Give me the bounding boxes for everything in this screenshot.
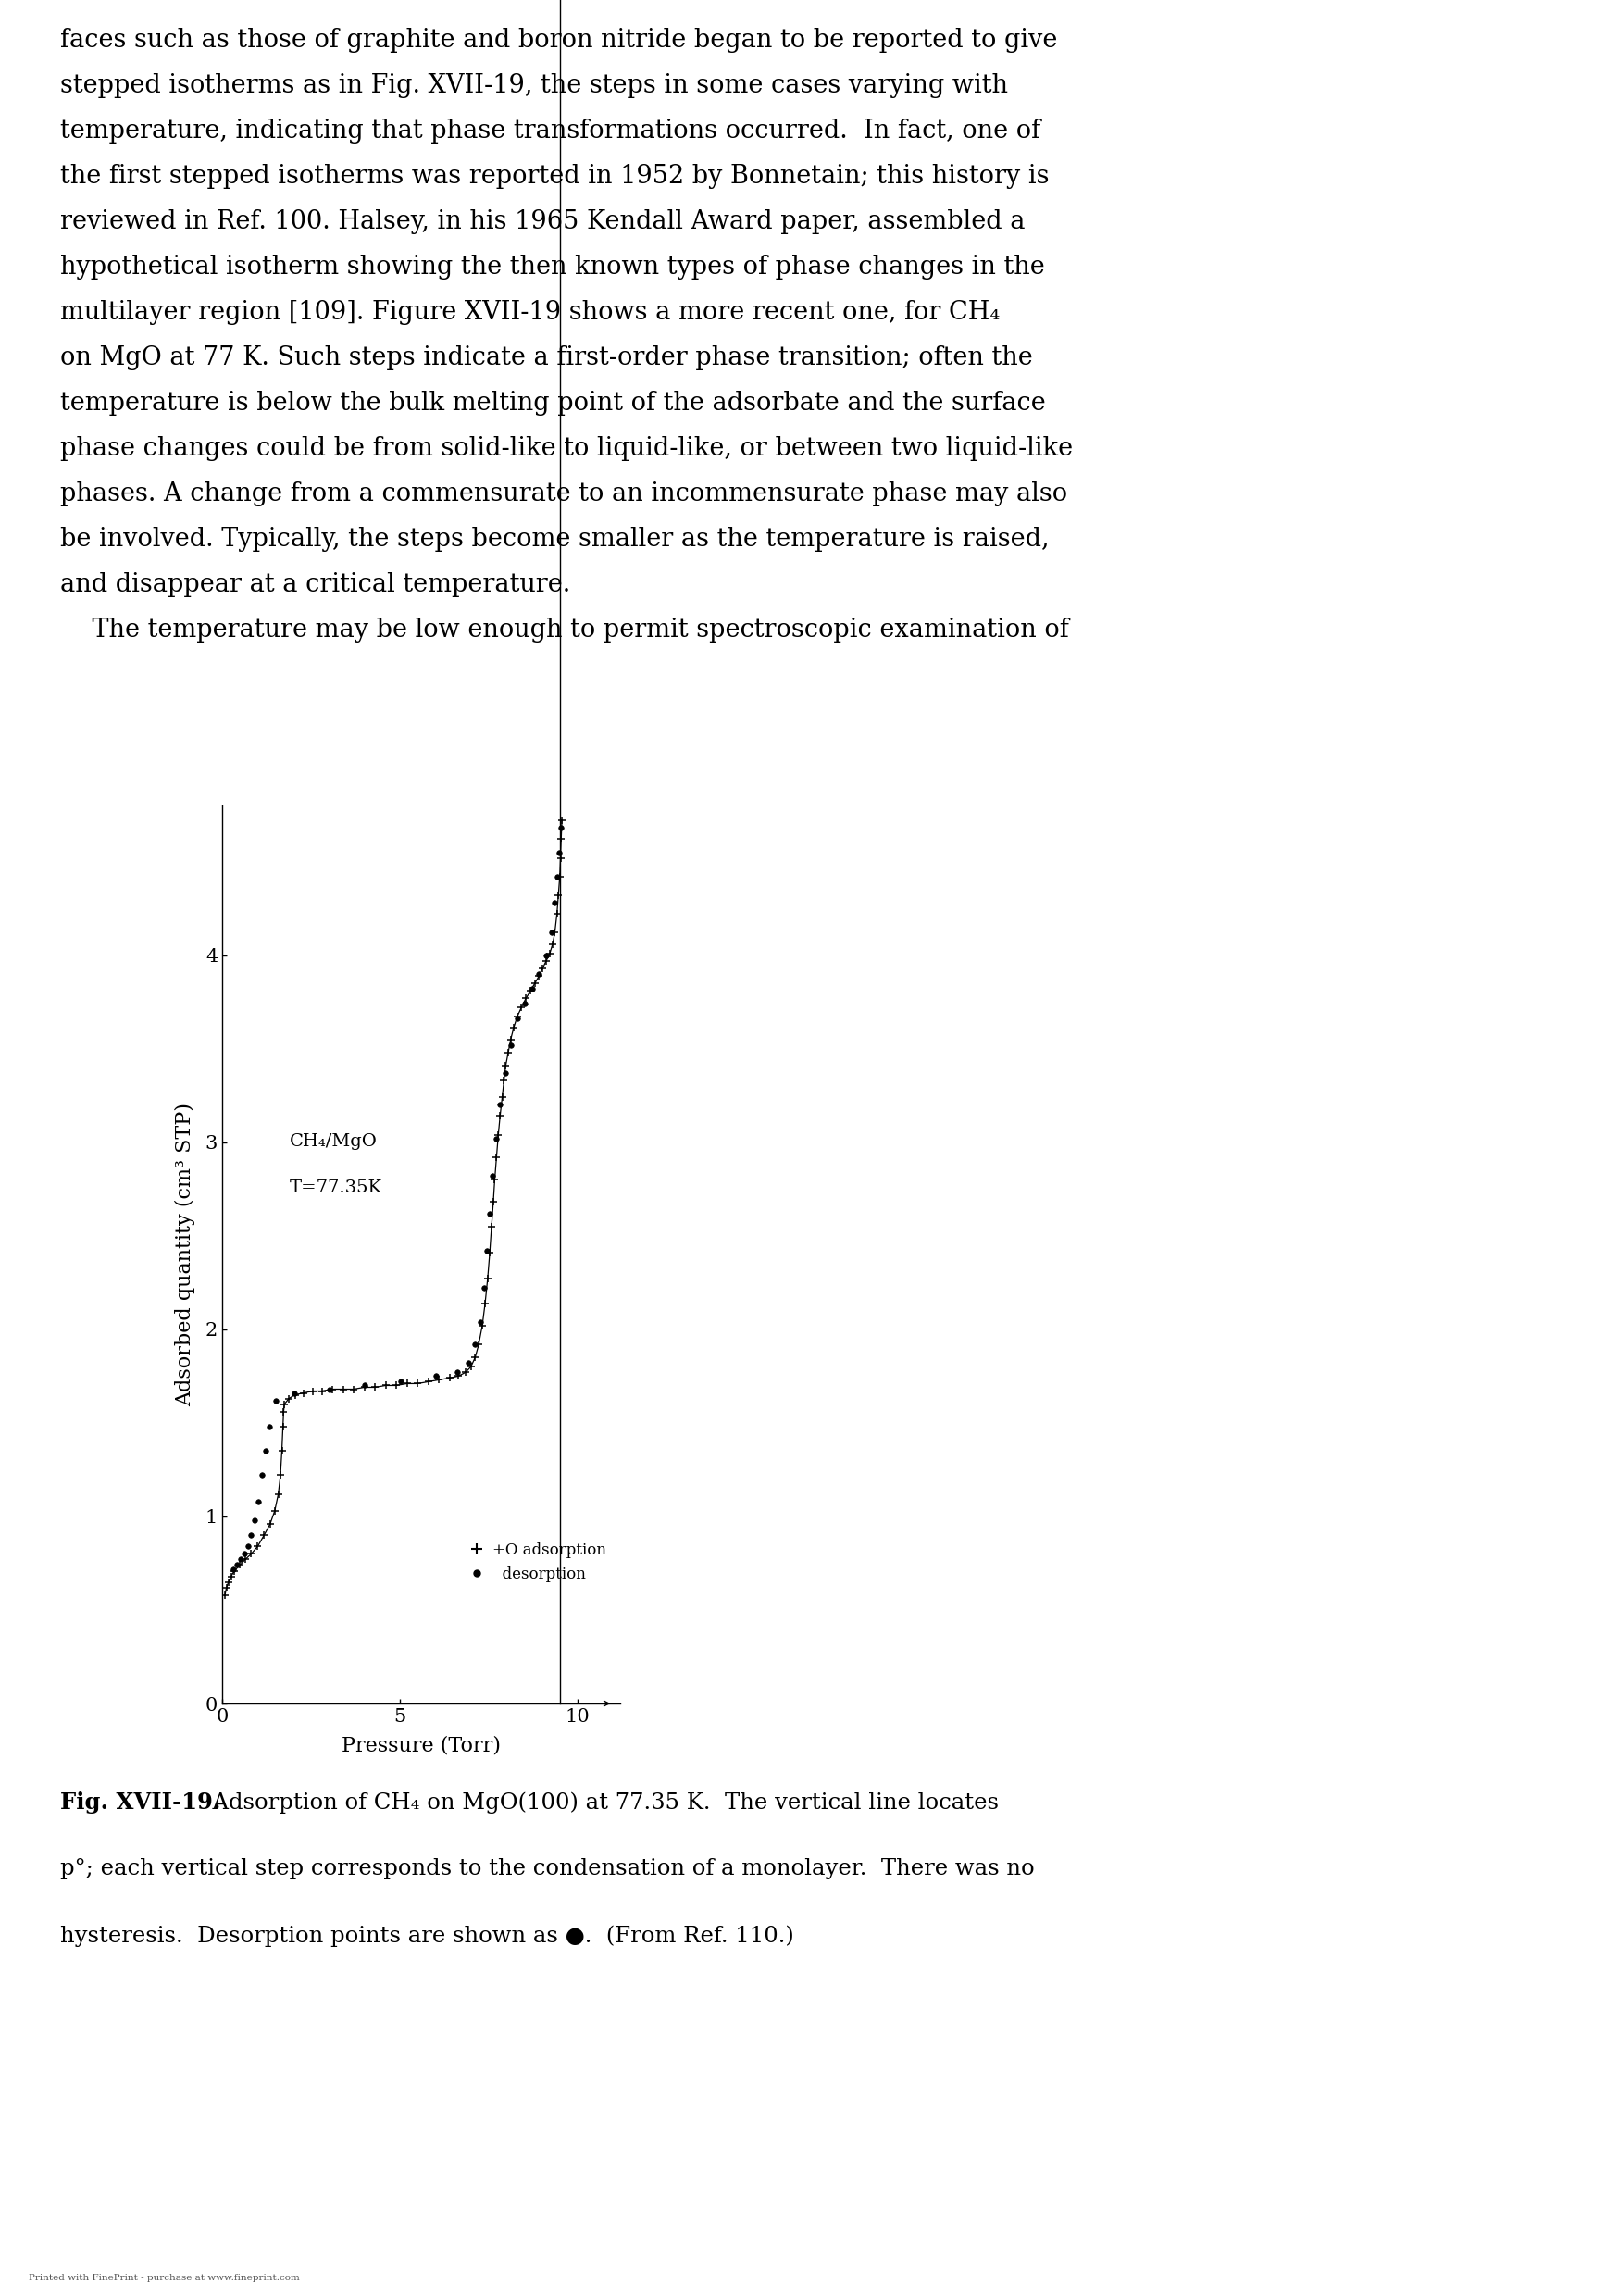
Text: Printed with FinePrint - purchase at www.fineprint.com: Printed with FinePrint - purchase at www… [29,2273,299,2282]
Text: on MgO at 77 K. Such steps indicate a first-order phase transition; often the: on MgO at 77 K. Such steps indicate a fi… [60,344,1032,370]
Text: phase changes could be from solid-like to liquid-like, or between two liquid-lik: phase changes could be from solid-like t… [60,436,1073,461]
Text: temperature is below the bulk melting point of the adsorbate and the surface: temperature is below the bulk melting po… [60,390,1045,416]
Text: reviewed in Ref. 100. Halsey, in his 1965 Kendall Award paper, assembled a: reviewed in Ref. 100. Halsey, in his 196… [60,209,1024,234]
Text: be involved. Typically, the steps become smaller as the temperature is raised,: be involved. Typically, the steps become… [60,526,1048,551]
Text: and disappear at a critical temperature.: and disappear at a critical temperature. [60,572,570,597]
Text: The temperature may be low enough to permit spectroscopic examination of: The temperature may be low enough to per… [60,618,1068,643]
Text: CH₄/MgO: CH₄/MgO [290,1132,377,1150]
Text: p°; each vertical step corresponds to the condensation of a monolayer.  There wa: p°; each vertical step corresponds to th… [60,1857,1034,1880]
Text: phases. A change from a commensurate to an incommensurate phase may also: phases. A change from a commensurate to … [60,482,1066,507]
X-axis label: Pressure (Torr): Pressure (Torr) [341,1736,500,1756]
Text: Fig. XVII-19.: Fig. XVII-19. [60,1791,220,1814]
Text: multilayer region [109]. Figure XVII-19 shows a more recent one, for CH₄: multilayer region [109]. Figure XVII-19 … [60,301,1000,326]
Text: the first stepped isotherms was reported in 1952 by Bonnetain; this history is: the first stepped isotherms was reported… [60,163,1048,188]
Legend: +O adsorption,   desorption: +O adsorption, desorption [461,1536,613,1589]
Text: temperature, indicating that phase transformations occurred.  In fact, one of: temperature, indicating that phase trans… [60,119,1040,142]
Y-axis label: Adsorbed quantity (cm³ STP): Adsorbed quantity (cm³ STP) [175,1102,196,1405]
Text: hypothetical isotherm showing the then known types of phase changes in the: hypothetical isotherm showing the then k… [60,255,1045,280]
Text: Adsorption of CH₄ on MgO(100) at 77.35 K.  The vertical line locates: Adsorption of CH₄ on MgO(100) at 77.35 K… [199,1791,998,1814]
Text: faces such as those of graphite and boron nitride began to be reported to give: faces such as those of graphite and boro… [60,28,1057,53]
Text: hysteresis.  Desorption points are shown as ●.  (From Ref. 110.): hysteresis. Desorption points are shown … [60,1924,794,1947]
Text: stepped isotherms as in Fig. XVII-19, the steps in some cases varying with: stepped isotherms as in Fig. XVII-19, th… [60,73,1008,99]
Text: T=77.35K: T=77.35K [290,1180,382,1196]
